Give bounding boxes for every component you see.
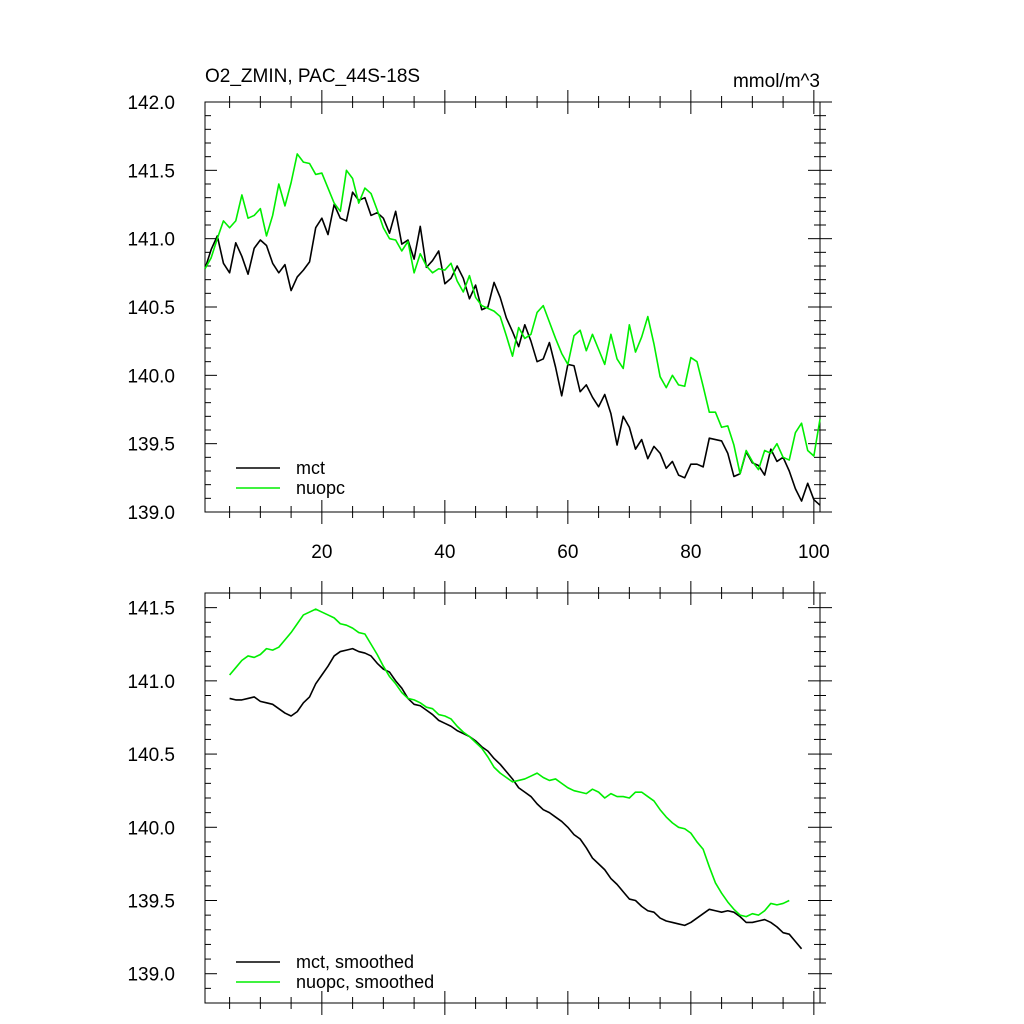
y-tick-label: 140.5 <box>127 745 175 766</box>
legend-label: nuopc <box>296 478 345 498</box>
series-line-nuopc-smoothed <box>228 608 790 918</box>
x-tick-label: 60 <box>557 542 578 563</box>
legend-label: mct, smoothed <box>296 952 414 972</box>
series-line-mct-smoothed <box>229 647 803 950</box>
y-tick-label: 141.5 <box>127 599 175 620</box>
x-tick-label: 40 <box>434 542 455 563</box>
y-tick-label: 140.0 <box>127 366 175 387</box>
x-tick-label: 100 <box>798 542 830 563</box>
y-tick-label: 140.0 <box>127 818 175 839</box>
y-tick-label: 141.0 <box>127 230 175 251</box>
series-line-mct <box>204 191 821 506</box>
x-tick-label: 20 <box>311 542 332 563</box>
y-tick-label: 139.5 <box>127 892 175 913</box>
y-tick-label: 141.5 <box>127 161 175 182</box>
series-line-nuopc <box>204 153 821 475</box>
y-tick-label: 139.5 <box>127 435 175 456</box>
bottom-panel: 139.0 139.5 140.0 140.5 141.0 141.5 mct, smoot… <box>127 581 832 1015</box>
plot-frame <box>204 592 821 1004</box>
plot-frame <box>204 101 821 513</box>
y-tick-label: 142.0 <box>127 93 175 114</box>
legend-label: mct <box>296 458 325 478</box>
legend-label: nuopc, smoothed <box>296 972 434 992</box>
top-panel: 20 40 60 80 100 139.0 139.5 140.0 140.5 141.0 141.… <box>127 66 832 563</box>
y-tick-label: 139.0 <box>127 965 175 986</box>
x-tick-label: 80 <box>680 542 701 563</box>
y-tick-label: 140.5 <box>127 298 175 319</box>
y-tick-label: 141.0 <box>127 672 175 693</box>
chart-title: O2_ZMIN, PAC_44S-18S <box>205 66 420 87</box>
y-tick-label: 139.0 <box>127 503 175 524</box>
units-label: mmol/m^3 <box>733 71 820 92</box>
